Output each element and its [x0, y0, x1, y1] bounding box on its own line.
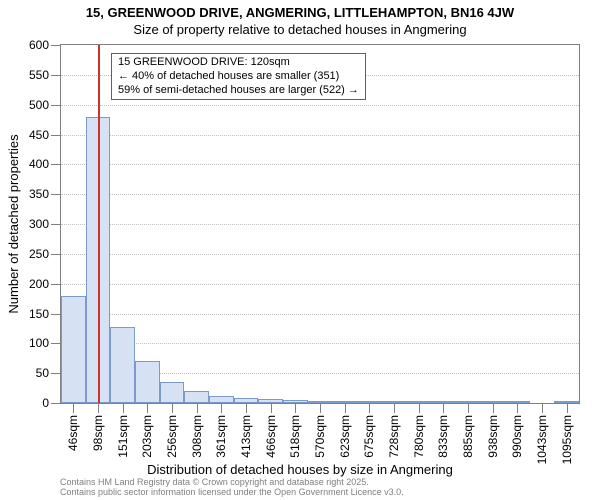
x-tick — [468, 403, 469, 413]
bar — [61, 296, 86, 403]
grid-line — [61, 314, 579, 315]
y-tick-label: 600 — [29, 38, 49, 52]
annotation-box: 15 GREENWOOD DRIVE: 120sqm← 40% of detac… — [111, 53, 366, 100]
chart-container: 15, GREENWOOD DRIVE, ANGMERING, LITTLEHA… — [0, 0, 600, 500]
bar — [135, 361, 160, 403]
annotation-line: ← 40% of detached houses are smaller (35… — [118, 70, 359, 84]
y-tick-label: 0 — [42, 396, 49, 410]
y-tick — [51, 164, 61, 165]
y-tick-label: 200 — [29, 277, 49, 291]
annotation-line: 59% of semi-detached houses are larger (… — [118, 84, 359, 98]
x-tick — [443, 403, 444, 413]
grid-line — [61, 164, 579, 165]
x-tick-label: 623sqm — [338, 415, 352, 458]
x-tick-label: 833sqm — [436, 415, 450, 458]
x-tick — [295, 403, 296, 413]
y-tick-label: 300 — [29, 217, 49, 231]
x-tick-label: 203sqm — [140, 415, 154, 458]
x-tick — [147, 403, 148, 413]
x-tick — [517, 403, 518, 413]
x-tick-label: 98sqm — [91, 415, 105, 451]
x-tick-label: 466sqm — [264, 415, 278, 458]
footer: Contains HM Land Registry data © Crown c… — [60, 478, 404, 498]
y-tick — [51, 224, 61, 225]
bar — [209, 396, 234, 403]
x-tick-label: 151sqm — [116, 415, 130, 458]
y-tick-label: 250 — [29, 247, 49, 261]
y-tick-label: 50 — [36, 366, 49, 380]
y-tick — [51, 403, 61, 404]
x-tick — [172, 403, 173, 413]
x-tick-label: 361sqm — [214, 415, 228, 458]
x-tick — [419, 403, 420, 413]
y-tick — [51, 194, 61, 195]
x-tick-label: 518sqm — [288, 415, 302, 458]
x-tick-label: 256sqm — [165, 415, 179, 458]
grid-line — [61, 343, 579, 344]
x-tick — [567, 403, 568, 413]
grid-line — [61, 194, 579, 195]
plot-area: 05010015020025030035040045050055060046sq… — [60, 44, 580, 404]
chart-subtitle: Size of property relative to detached ho… — [0, 22, 600, 37]
x-tick — [98, 403, 99, 413]
y-tick-label: 450 — [29, 128, 49, 142]
y-tick — [51, 284, 61, 285]
y-tick-label: 550 — [29, 68, 49, 82]
x-tick — [73, 403, 74, 413]
bar — [160, 382, 185, 403]
x-axis-title: Distribution of detached houses by size … — [0, 462, 600, 477]
y-tick-label: 100 — [29, 336, 49, 350]
x-tick-label: 308sqm — [190, 415, 204, 458]
bar — [184, 391, 209, 403]
y-tick — [51, 135, 61, 136]
y-tick — [51, 314, 61, 315]
y-tick — [51, 45, 61, 46]
y-tick-label: 350 — [29, 187, 49, 201]
annotation-line: 15 GREENWOOD DRIVE: 120sqm — [118, 56, 359, 70]
grid-line — [61, 105, 579, 106]
grid-line — [61, 284, 579, 285]
y-tick-label: 500 — [29, 98, 49, 112]
x-tick — [493, 403, 494, 413]
x-tick-label: 1043sqm — [535, 415, 549, 464]
grid-line — [61, 254, 579, 255]
marker-line — [98, 45, 100, 403]
y-tick — [51, 373, 61, 374]
footer-line-2: Contains public sector information licen… — [60, 488, 404, 498]
x-tick — [221, 403, 222, 413]
x-tick-label: 780sqm — [412, 415, 426, 458]
x-tick-label: 570sqm — [313, 415, 327, 458]
x-tick-label: 1095sqm — [560, 415, 574, 464]
x-tick — [320, 403, 321, 413]
x-tick — [369, 403, 370, 413]
grid-line — [61, 224, 579, 225]
x-tick — [394, 403, 395, 413]
x-tick — [271, 403, 272, 413]
x-tick-label: 728sqm — [387, 415, 401, 458]
bar — [110, 327, 135, 403]
x-tick-label: 938sqm — [486, 415, 500, 458]
x-tick — [197, 403, 198, 413]
x-tick-label: 413sqm — [239, 415, 253, 458]
y-tick — [51, 343, 61, 344]
grid-line — [61, 135, 579, 136]
y-axis-title: Number of detached properties — [6, 134, 21, 313]
x-tick — [345, 403, 346, 413]
y-tick — [51, 254, 61, 255]
y-tick — [51, 105, 61, 106]
x-tick-label: 885sqm — [461, 415, 475, 458]
x-tick-label: 46sqm — [66, 415, 80, 451]
y-tick-label: 400 — [29, 157, 49, 171]
x-tick-label: 990sqm — [510, 415, 524, 458]
x-tick — [246, 403, 247, 413]
x-tick — [542, 403, 543, 413]
y-tick — [51, 75, 61, 76]
chart-title: 15, GREENWOOD DRIVE, ANGMERING, LITTLEHA… — [0, 5, 600, 20]
y-tick-label: 150 — [29, 307, 49, 321]
x-tick-label: 675sqm — [362, 415, 376, 458]
x-tick — [123, 403, 124, 413]
